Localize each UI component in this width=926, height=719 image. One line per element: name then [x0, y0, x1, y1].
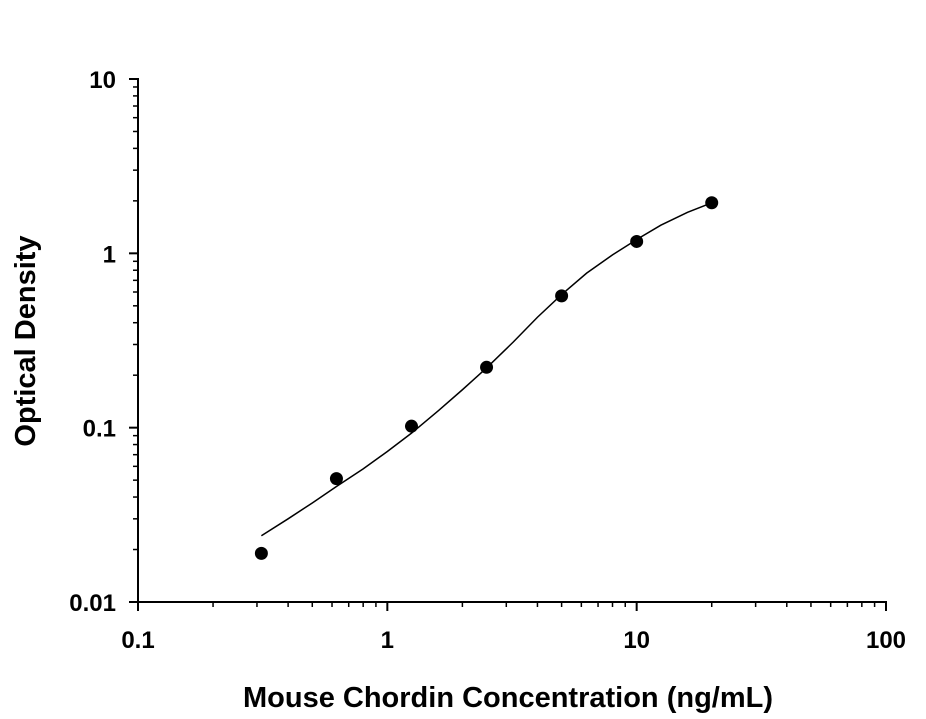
data-point [404, 419, 418, 433]
data-point [555, 289, 569, 303]
data-point [329, 472, 343, 486]
data-points-layer [254, 196, 719, 560]
data-point [705, 196, 719, 210]
x-tick-label: 10 [623, 627, 650, 654]
x-tick-label: 1 [381, 627, 394, 654]
y-tick-label: 0.1 [83, 416, 116, 443]
y-tick-label: 1 [103, 241, 116, 268]
x-tick-label: 100 [866, 627, 906, 654]
y-axis-title: Optical Density [10, 235, 42, 446]
data-point [480, 360, 494, 374]
y-tick-label: 10 [89, 67, 116, 94]
data-point [630, 234, 644, 248]
x-axis-title: Mouse Chordin Concentration (ng/mL) [243, 682, 773, 714]
axes [137, 78, 887, 603]
y-tick-label: 0.01 [69, 590, 116, 617]
x-tick-label: 0.1 [121, 627, 154, 654]
data-point [254, 546, 268, 560]
axis-ticks [129, 78, 887, 611]
